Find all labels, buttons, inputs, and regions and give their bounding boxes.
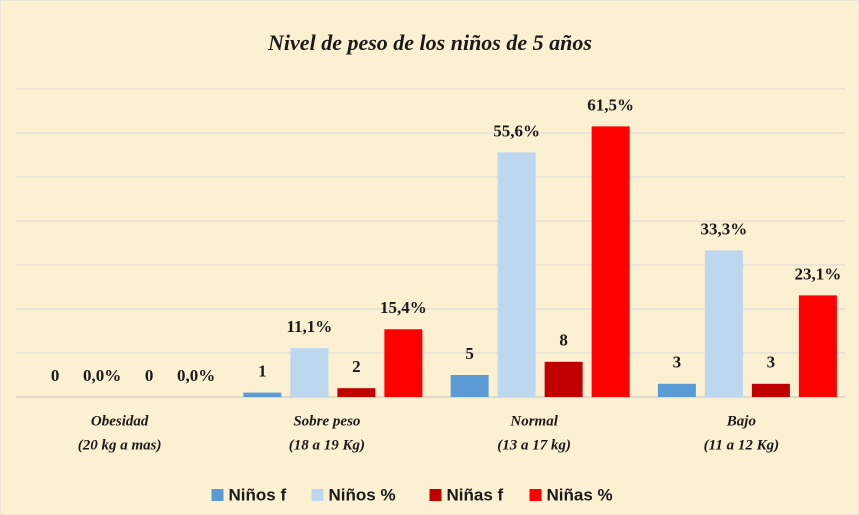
data-label: 3 (673, 353, 682, 372)
x-tick-label: Sobre peso (293, 413, 360, 429)
bar (337, 388, 376, 397)
bar (591, 126, 630, 398)
data-label: 33,3% (701, 219, 748, 238)
x-tick-label: (18 a 19 Kg) (289, 437, 365, 453)
bar (657, 383, 696, 397)
bar (704, 250, 743, 397)
data-label: 0 (145, 366, 154, 385)
x-tick-label: (11 a 12 Kg) (704, 437, 779, 453)
legend-label: Niñas f (447, 485, 504, 504)
x-tick-label: Bajo (726, 413, 756, 429)
data-label: 55,6% (493, 121, 540, 140)
chart-title: Nivel de peso de los niños de 5 años (267, 30, 592, 55)
legend-label: Niños f (229, 485, 287, 504)
bar (798, 295, 837, 397)
legend-swatch (429, 489, 442, 501)
bar (450, 375, 489, 397)
data-label: 0,0% (83, 366, 121, 385)
data-label: 8 (559, 331, 568, 350)
bar (497, 152, 536, 397)
legend-swatch (311, 489, 324, 501)
bar (384, 329, 423, 397)
legend-label: Niñas % (547, 485, 613, 504)
bar (544, 361, 583, 397)
x-tick-label: Normal (509, 413, 558, 429)
data-label: 1 (258, 362, 267, 381)
data-label: 2 (352, 357, 361, 376)
data-label: 61,5% (587, 95, 634, 114)
legend-swatch (211, 489, 224, 501)
data-label: 5 (465, 344, 474, 363)
data-label: 15,4% (380, 298, 427, 317)
bar (290, 348, 329, 397)
bar (751, 383, 790, 397)
x-tick-label: (13 a 17 kg) (497, 437, 571, 453)
legend-swatch (529, 489, 542, 501)
x-tick-label: Obesidad (91, 413, 149, 429)
bar (243, 392, 282, 397)
legend-label: Niños % (329, 485, 396, 504)
x-tick-label: (20 kg a mas) (78, 437, 162, 453)
data-label: 23,1% (795, 264, 842, 283)
data-label: 3 (767, 353, 776, 372)
data-label: 0,0% (177, 366, 215, 385)
data-label: 0 (51, 366, 60, 385)
data-label: 11,1% (286, 317, 332, 336)
